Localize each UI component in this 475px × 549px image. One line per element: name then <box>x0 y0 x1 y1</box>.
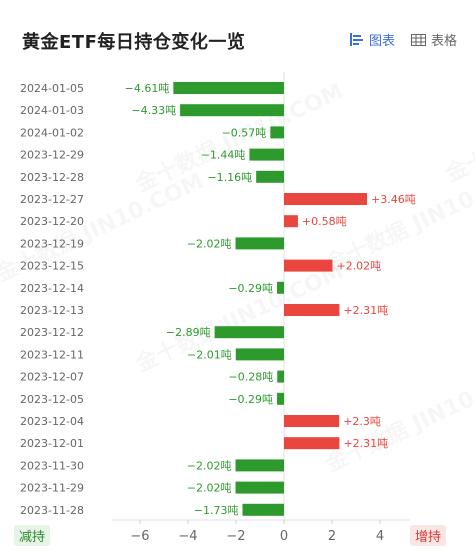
category-label: 2024-01-05 <box>20 82 84 95</box>
data-label: −0.29吨 <box>228 393 273 406</box>
bar[interactable] <box>284 193 368 205</box>
category-label: 2023-12-04 <box>20 415 84 428</box>
data-label: +2.31吨 <box>343 437 388 450</box>
header: 黄金ETF每日持仓变化一览 图表 表格 <box>0 0 475 72</box>
bar[interactable] <box>235 348 284 361</box>
category-label: 2023-12-11 <box>20 348 84 361</box>
bar[interactable] <box>235 237 284 250</box>
bar[interactable] <box>284 215 298 228</box>
data-label: +2.3吨 <box>343 415 381 428</box>
data-label: +2.31吨 <box>343 304 388 317</box>
watermark-text: 金十数据 JIN10.COM <box>441 72 475 188</box>
bar[interactable] <box>277 392 284 405</box>
category-label: 2023-12-28 <box>20 171 84 184</box>
chart-area: 金十数据 JIN10.COM 金十数据 JIN10.COM 金十数据 JIN10.C… <box>0 72 475 545</box>
data-label: −2.89吨 <box>166 326 211 339</box>
data-label: −2.02吨 <box>187 482 232 495</box>
data-label: −4.33吨 <box>131 104 176 117</box>
category-label: 2023-12-13 <box>20 304 84 317</box>
data-label: −0.29吨 <box>228 282 273 295</box>
bar[interactable] <box>180 104 284 117</box>
page-title: 黄金ETF每日持仓变化一览 <box>22 32 246 53</box>
category-label: 2023-12-19 <box>20 237 84 250</box>
bar[interactable] <box>242 503 284 516</box>
bar[interactable] <box>284 259 333 272</box>
tab-chart-label: 图表 <box>369 34 396 49</box>
category-label: 2023-12-05 <box>20 393 84 406</box>
bar[interactable] <box>173 82 284 94</box>
x-tick-label: −6 <box>130 529 149 544</box>
category-label: 2023-12-20 <box>20 215 84 228</box>
data-label: +3.46吨 <box>371 193 416 206</box>
bar[interactable] <box>235 459 284 472</box>
data-label: −1.16吨 <box>207 171 252 184</box>
tab-table[interactable]: 表格 <box>411 30 457 49</box>
bar[interactable] <box>284 304 340 316</box>
data-label: +0.58吨 <box>302 215 347 228</box>
data-label: −2.01吨 <box>187 348 232 361</box>
x-tick-label: 0 <box>280 529 288 544</box>
tab-chart[interactable]: 图表 <box>350 30 395 49</box>
x-tick-label: −2 <box>226 529 245 544</box>
category-label: 2023-12-01 <box>20 437 84 450</box>
category-label: 2024-01-03 <box>20 104 84 117</box>
category-label: 2023-11-29 <box>20 482 84 495</box>
category-label: 2023-12-07 <box>20 371 84 384</box>
category-label: 2023-11-30 <box>20 459 84 472</box>
data-label: −0.28吨 <box>229 371 274 384</box>
data-label: +2.02吨 <box>336 260 381 273</box>
category-label: 2023-12-27 <box>20 193 84 206</box>
tab-table-label: 表格 <box>431 34 458 49</box>
x-tick-label: 2 <box>328 529 336 544</box>
data-label: −0.57吨 <box>222 126 267 139</box>
category-label: 2023-12-12 <box>20 326 84 339</box>
table-icon <box>411 33 426 46</box>
bar[interactable] <box>277 370 284 383</box>
category-label: 2023-12-14 <box>20 282 84 295</box>
category-label: 2023-12-15 <box>20 260 84 273</box>
category-label: 2023-12-29 <box>20 149 84 162</box>
bar[interactable] <box>256 170 284 183</box>
bar[interactable] <box>284 437 340 450</box>
data-label: −2.02吨 <box>187 459 232 472</box>
bar[interactable] <box>284 415 340 427</box>
bar[interactable] <box>277 281 284 294</box>
data-label: −4.61吨 <box>125 82 170 95</box>
category-label: 2023-11-28 <box>20 504 84 517</box>
bar-chart-icon <box>350 33 363 46</box>
x-tick-label: −4 <box>178 529 197 544</box>
data-label: −1.44吨 <box>201 149 246 162</box>
bar[interactable] <box>249 148 284 161</box>
legend-decrease: 减持 <box>14 525 51 546</box>
x-tick-label: 4 <box>376 529 384 544</box>
data-label: −2.02吨 <box>187 237 232 250</box>
data-label: −1.73吨 <box>194 504 239 517</box>
bar[interactable] <box>270 126 284 139</box>
legend-increase: 增持 <box>410 525 447 546</box>
bar[interactable] <box>214 326 284 339</box>
bar[interactable] <box>235 481 284 494</box>
category-label: 2024-01-02 <box>20 126 84 139</box>
